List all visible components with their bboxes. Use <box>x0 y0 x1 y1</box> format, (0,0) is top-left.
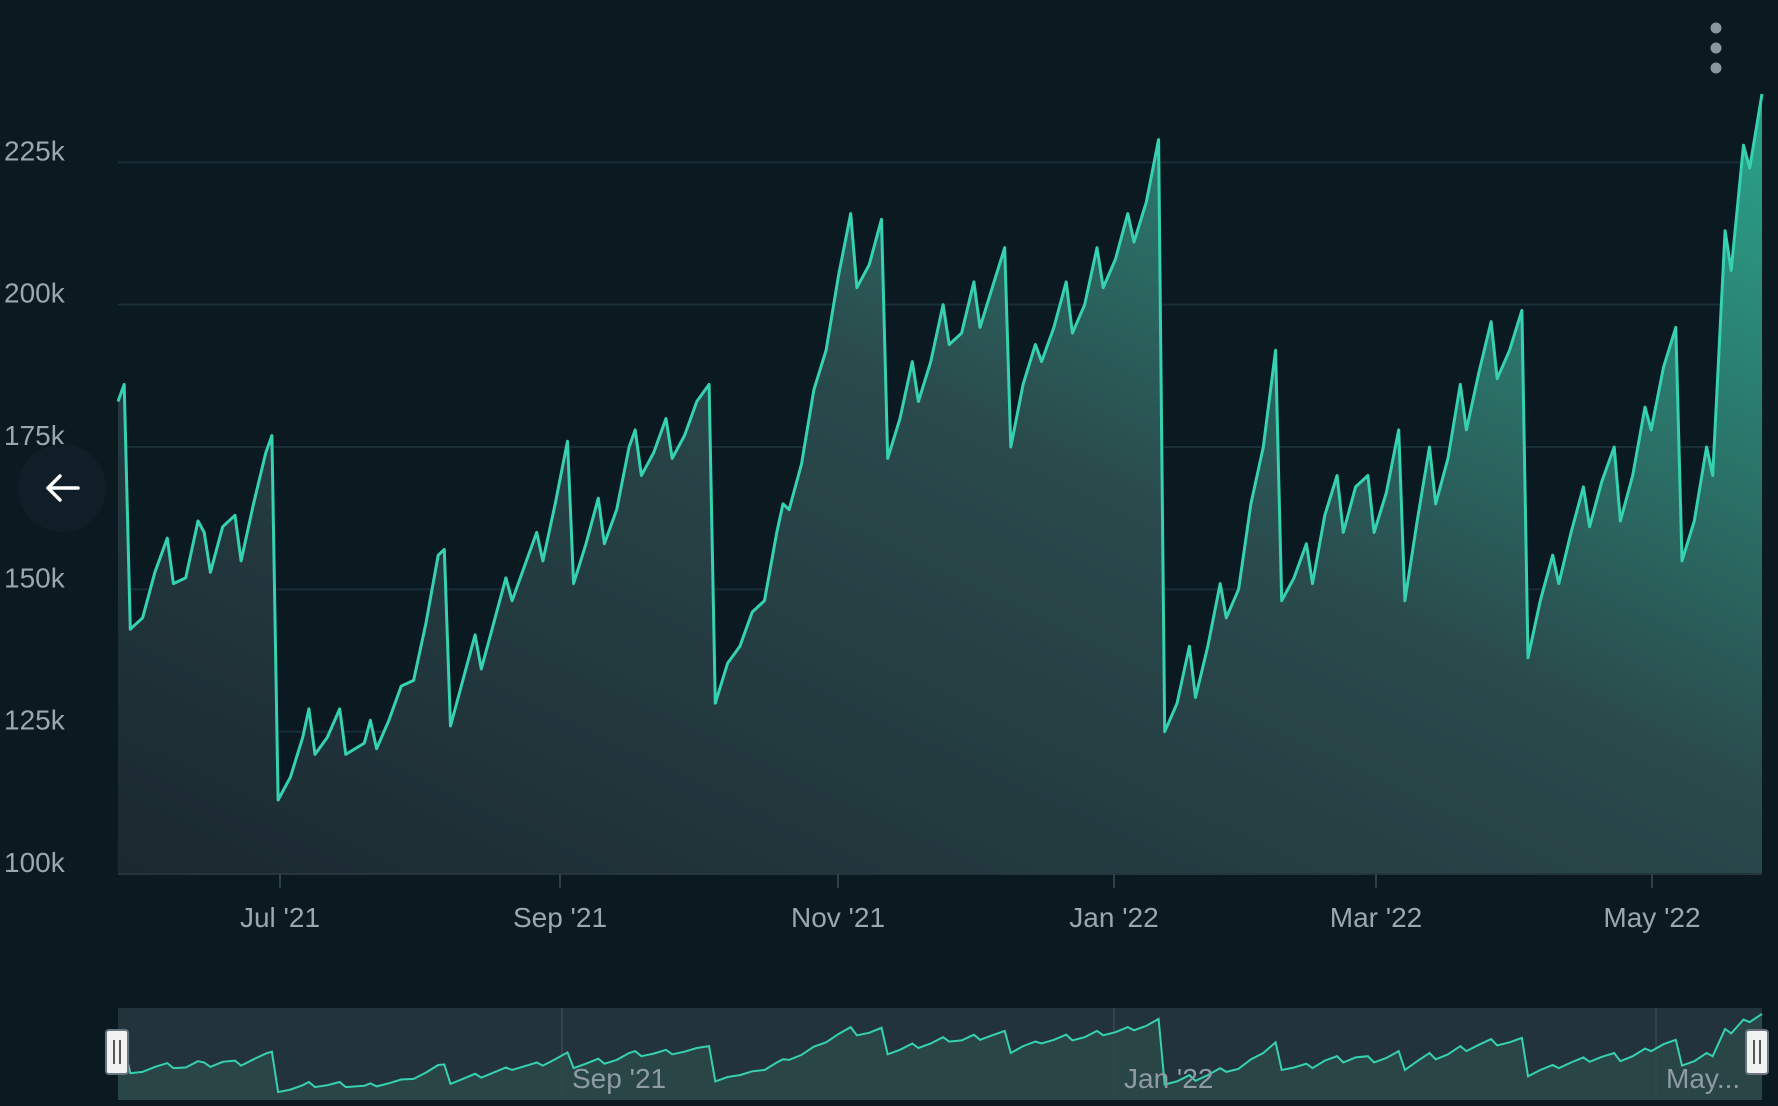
y-tick-label: 100k <box>4 847 66 878</box>
navigator-series-fill <box>118 1013 1762 1100</box>
y-tick-label: 200k <box>4 278 66 309</box>
series-fill <box>118 94 1762 874</box>
navigator-handle-left[interactable] <box>105 1029 129 1075</box>
x-tick-label: Mar '22 <box>1330 902 1423 933</box>
chart-menu-button[interactable] <box>1696 14 1736 84</box>
navigator[interactable]: Sep '21 Jan '22 May... <box>105 1008 1769 1100</box>
navigator-handle-right[interactable] <box>1745 1029 1769 1075</box>
navigator-series-line <box>117 1013 1763 1094</box>
x-tick-label: Jan '22 <box>1069 902 1158 933</box>
series-area <box>116 93 1764 874</box>
series-line <box>116 93 1764 802</box>
navigator-label: Sep '21 <box>572 1063 666 1094</box>
y-tick-label: 150k <box>4 562 66 593</box>
x-tick-label: Sep '21 <box>513 902 607 933</box>
x-tick-label: Nov '21 <box>791 902 885 933</box>
x-tick-label: May '22 <box>1603 902 1700 933</box>
y-tick-label: 125k <box>4 705 66 736</box>
navigator-label: Jan '22 <box>1124 1063 1213 1094</box>
x-axis: Jul '21 Sep '21 Nov '21 Jan '22 Mar '22 May '… <box>118 873 1762 933</box>
more-vertical-icon <box>1710 22 1722 74</box>
back-button[interactable] <box>18 444 106 532</box>
x-tick-label: Jul '21 <box>240 902 320 933</box>
navigator-label: May... <box>1666 1063 1740 1094</box>
arrow-left-icon <box>46 474 80 502</box>
y-tick-label: 225k <box>4 135 66 166</box>
